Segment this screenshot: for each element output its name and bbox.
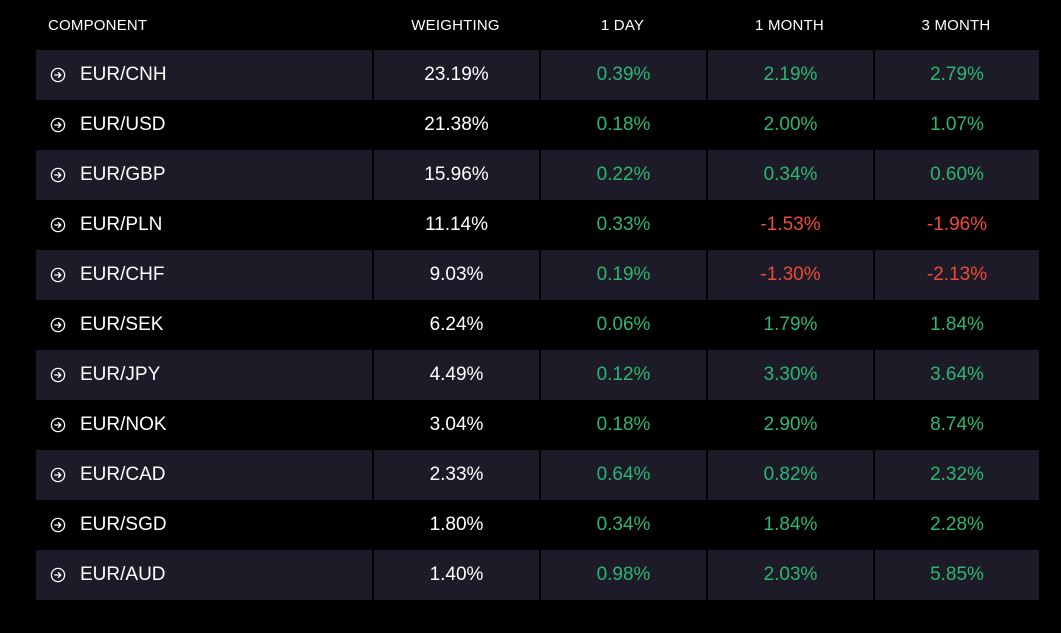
- circle-arrow-right-icon: [50, 567, 66, 583]
- header-weighting: WEIGHTING: [411, 16, 500, 34]
- component-link[interactable]: EUR/SGD: [36, 500, 372, 550]
- one-month-change: 0.82%: [706, 450, 873, 500]
- three-month-change: 1.84%: [873, 300, 1039, 350]
- table-row: EUR/CHF 9.03% 0.19% -1.30% -2.13%: [36, 250, 1039, 300]
- one-day-change: 0.06%: [539, 300, 706, 350]
- weighting-value: 21.38%: [372, 100, 539, 150]
- header-component: COMPONENT: [48, 16, 148, 34]
- three-month-change: 2.79%: [873, 50, 1039, 100]
- circle-arrow-right-icon: [50, 267, 66, 283]
- one-day-change: 0.22%: [539, 150, 706, 200]
- one-day-change: 0.19%: [539, 250, 706, 300]
- table-row: EUR/JPY 4.49% 0.12% 3.30% 3.64%: [36, 350, 1039, 400]
- component-name: EUR/SGD: [80, 514, 167, 535]
- one-month-change: 3.30%: [706, 350, 873, 400]
- component-name: EUR/CHF: [80, 264, 165, 285]
- component-name: EUR/PLN: [80, 214, 163, 235]
- table-row: EUR/SGD 1.80% 0.34% 1.84% 2.28%: [36, 500, 1039, 550]
- three-month-change: 2.32%: [873, 450, 1039, 500]
- circle-arrow-right-icon: [50, 317, 66, 333]
- one-day-change: 0.18%: [539, 100, 706, 150]
- weighting-value: 2.33%: [372, 450, 539, 500]
- weighting-value: 15.96%: [372, 150, 539, 200]
- one-month-change: 2.19%: [706, 50, 873, 100]
- one-month-change: 1.79%: [706, 300, 873, 350]
- table-row: EUR/CNH 23.19% 0.39% 2.19% 2.79%: [36, 50, 1039, 100]
- circle-arrow-right-icon: [50, 67, 66, 83]
- header-1-month: 1 MONTH: [755, 16, 824, 34]
- one-month-change: 2.03%: [706, 550, 873, 600]
- one-month-change: 0.34%: [706, 150, 873, 200]
- component-link[interactable]: EUR/NOK: [36, 400, 372, 450]
- circle-arrow-right-icon: [50, 217, 66, 233]
- circle-arrow-right-icon: [50, 167, 66, 183]
- table-row: EUR/PLN 11.14% 0.33% -1.53% -1.96%: [36, 200, 1039, 250]
- component-link[interactable]: EUR/AUD: [36, 550, 372, 600]
- component-link[interactable]: EUR/PLN: [36, 200, 372, 250]
- one-day-change: 0.33%: [539, 200, 706, 250]
- one-day-change: 0.98%: [539, 550, 706, 600]
- three-month-change: 8.74%: [873, 400, 1039, 450]
- table-row: EUR/GBP 15.96% 0.22% 0.34% 0.60%: [36, 150, 1039, 200]
- three-month-change: 1.07%: [873, 100, 1039, 150]
- component-link[interactable]: EUR/GBP: [36, 150, 372, 200]
- circle-arrow-right-icon: [50, 117, 66, 133]
- component-link[interactable]: EUR/USD: [36, 100, 372, 150]
- weighting-value: 1.80%: [372, 500, 539, 550]
- component-name: EUR/USD: [80, 114, 166, 135]
- weighting-value: 6.24%: [372, 300, 539, 350]
- table-row: EUR/CAD 2.33% 0.64% 0.82% 2.32%: [36, 450, 1039, 500]
- component-link[interactable]: EUR/CNH: [36, 50, 372, 100]
- component-name: EUR/CAD: [80, 464, 166, 485]
- weighting-value: 11.14%: [372, 200, 539, 250]
- one-month-change: 2.00%: [706, 100, 873, 150]
- three-month-change: -1.96%: [873, 200, 1039, 250]
- table-row: EUR/USD 21.38% 0.18% 2.00% 1.07%: [36, 100, 1039, 150]
- components-table: COMPONENT WEIGHTING 1 DAY 1 MONTH 3 MONT…: [36, 0, 1039, 600]
- component-link[interactable]: EUR/CHF: [36, 250, 372, 300]
- circle-arrow-right-icon: [50, 517, 66, 533]
- component-name: EUR/GBP: [80, 164, 166, 185]
- weighting-value: 23.19%: [372, 50, 539, 100]
- weighting-value: 1.40%: [372, 550, 539, 600]
- table-row: EUR/NOK 3.04% 0.18% 2.90% 8.74%: [36, 400, 1039, 450]
- header-3-month: 3 MONTH: [921, 16, 991, 34]
- component-link[interactable]: EUR/CAD: [36, 450, 372, 500]
- weighting-value: 4.49%: [372, 350, 539, 400]
- circle-arrow-right-icon: [50, 467, 66, 483]
- table-header: COMPONENT WEIGHTING 1 DAY 1 MONTH 3 MONT…: [36, 0, 1039, 50]
- weighting-value: 9.03%: [372, 250, 539, 300]
- three-month-change: 0.60%: [873, 150, 1039, 200]
- three-month-change: -2.13%: [873, 250, 1039, 300]
- one-day-change: 0.34%: [539, 500, 706, 550]
- table-row: EUR/AUD 1.40% 0.98% 2.03% 5.85%: [36, 550, 1039, 600]
- component-name: EUR/SEK: [80, 314, 164, 335]
- three-month-change: 2.28%: [873, 500, 1039, 550]
- one-month-change: -1.30%: [706, 250, 873, 300]
- component-name: EUR/NOK: [80, 414, 167, 435]
- component-link[interactable]: EUR/JPY: [36, 350, 372, 400]
- circle-arrow-right-icon: [50, 417, 66, 433]
- table-body: EUR/CNH 23.19% 0.39% 2.19% 2.79% EUR/USD 21.38…: [36, 50, 1039, 600]
- one-month-change: 2.90%: [706, 400, 873, 450]
- one-day-change: 0.12%: [539, 350, 706, 400]
- one-day-change: 0.64%: [539, 450, 706, 500]
- component-link[interactable]: EUR/SEK: [36, 300, 372, 350]
- one-day-change: 0.39%: [539, 50, 706, 100]
- weighting-value: 3.04%: [372, 400, 539, 450]
- one-day-change: 0.18%: [539, 400, 706, 450]
- circle-arrow-right-icon: [50, 367, 66, 383]
- table-row: EUR/SEK 6.24% 0.06% 1.79% 1.84%: [36, 300, 1039, 350]
- component-name: EUR/CNH: [80, 64, 167, 85]
- header-1-day: 1 DAY: [600, 16, 645, 34]
- one-month-change: -1.53%: [706, 200, 873, 250]
- three-month-change: 5.85%: [873, 550, 1039, 600]
- one-month-change: 1.84%: [706, 500, 873, 550]
- component-name: EUR/JPY: [80, 364, 161, 385]
- three-month-change: 3.64%: [873, 350, 1039, 400]
- component-name: EUR/AUD: [80, 564, 166, 585]
